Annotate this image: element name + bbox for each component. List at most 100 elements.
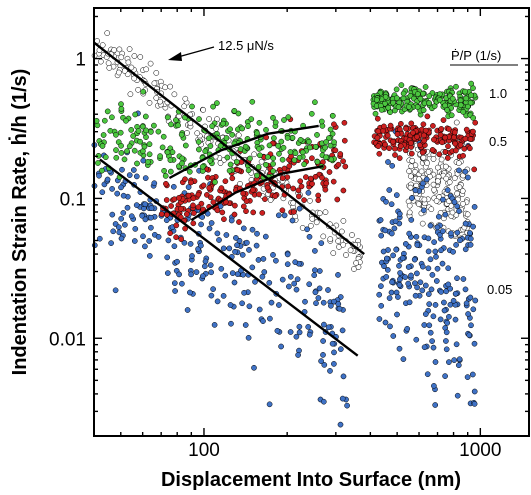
data-point	[453, 242, 459, 248]
data-point	[287, 329, 294, 335]
data-point	[266, 279, 273, 286]
data-point	[124, 204, 131, 211]
data-point	[421, 196, 428, 203]
data-point	[396, 282, 403, 288]
data-point	[320, 352, 326, 358]
data-point	[200, 273, 206, 279]
data-point	[164, 254, 171, 261]
data-point	[394, 131, 401, 138]
data-point	[167, 230, 173, 237]
data-point	[429, 338, 435, 344]
data-point	[102, 154, 109, 161]
data-point	[301, 161, 307, 168]
data-point	[273, 257, 279, 264]
data-point	[132, 111, 139, 118]
data-point	[254, 230, 260, 237]
fit-line-3	[99, 158, 359, 357]
series-points-1	[93, 80, 479, 185]
data-point	[164, 270, 171, 276]
data-point	[195, 191, 202, 198]
data-point	[188, 179, 194, 186]
data-point	[353, 260, 359, 266]
data-point	[207, 262, 214, 268]
data-point	[431, 186, 437, 193]
data-point	[400, 356, 407, 362]
data-point	[115, 224, 122, 231]
data-point	[470, 128, 476, 135]
data-point	[378, 232, 385, 239]
data-point	[131, 53, 138, 59]
data-point	[442, 134, 448, 141]
data-point	[131, 75, 138, 82]
data-point	[252, 278, 258, 285]
data-point	[337, 151, 344, 157]
data-point	[126, 172, 133, 178]
data-point	[163, 217, 170, 224]
data-point	[467, 99, 474, 106]
data-point	[189, 253, 195, 259]
data-point	[158, 211, 165, 217]
data-point	[220, 245, 227, 252]
data-point	[457, 142, 464, 148]
data-point	[316, 210, 323, 217]
data-point	[232, 248, 238, 255]
data-point	[226, 245, 233, 252]
data-point	[240, 203, 247, 210]
data-point	[114, 190, 121, 197]
data-point	[113, 154, 120, 161]
series-label-1-0: 1.0	[489, 86, 507, 101]
data-point	[208, 220, 215, 226]
data-point	[444, 155, 451, 161]
data-point	[250, 187, 256, 193]
data-point	[453, 119, 460, 126]
data-point	[104, 108, 111, 115]
data-point	[176, 271, 182, 278]
data-point	[320, 338, 326, 344]
data-point	[106, 65, 113, 71]
data-point	[409, 195, 415, 201]
data-point	[214, 298, 221, 305]
data-point	[161, 167, 167, 174]
data-point	[99, 189, 106, 196]
data-point	[198, 221, 204, 228]
data-point	[142, 113, 149, 120]
data-point	[331, 139, 337, 146]
data-point	[131, 147, 138, 154]
data-point	[229, 131, 236, 138]
data-point	[284, 135, 291, 141]
data-point	[113, 147, 119, 153]
data-point	[296, 154, 303, 161]
data-point	[464, 374, 471, 380]
data-point	[270, 252, 276, 258]
data-point	[231, 279, 238, 286]
data-point	[294, 276, 301, 283]
data-point	[212, 179, 218, 185]
data-point	[275, 212, 282, 219]
data-point	[390, 138, 396, 145]
data-point	[467, 230, 473, 236]
data-point	[378, 107, 385, 113]
data-point	[420, 207, 427, 214]
data-point	[314, 158, 321, 165]
data-point	[467, 136, 474, 142]
data-point	[412, 280, 418, 287]
data-point	[306, 138, 312, 145]
data-point	[420, 154, 427, 161]
data-point	[413, 336, 420, 343]
data-point	[405, 264, 412, 270]
data-point	[231, 211, 238, 218]
data-point	[308, 222, 314, 229]
data-point	[260, 318, 266, 324]
data-point	[384, 267, 391, 273]
data-point	[387, 122, 394, 129]
data-point	[194, 130, 201, 137]
data-point	[330, 178, 337, 185]
data-point	[388, 289, 395, 296]
data-point	[320, 233, 327, 240]
data-point	[383, 274, 390, 280]
data-point	[419, 149, 426, 156]
data-point	[291, 209, 297, 215]
data-point	[389, 279, 395, 285]
data-point	[178, 236, 185, 243]
data-point	[409, 157, 416, 164]
